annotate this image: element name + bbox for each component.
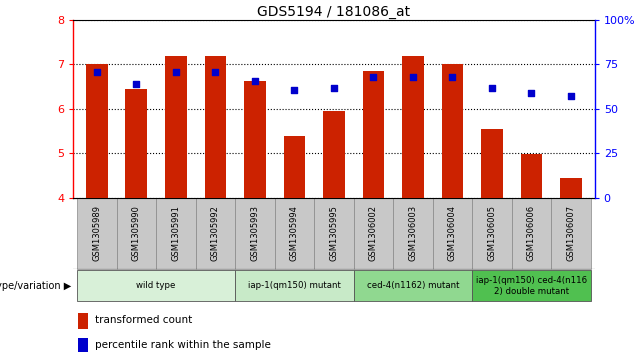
Point xyxy=(447,74,457,80)
Bar xyxy=(77,270,235,301)
Bar xyxy=(244,81,266,198)
Bar xyxy=(205,56,226,198)
Text: GSM1306006: GSM1306006 xyxy=(527,205,536,261)
Point xyxy=(211,70,221,76)
Bar xyxy=(86,65,107,198)
Bar xyxy=(441,65,463,198)
Point xyxy=(408,74,418,80)
Bar xyxy=(284,135,305,198)
Bar xyxy=(512,198,551,269)
Text: GSM1306007: GSM1306007 xyxy=(567,205,576,261)
Bar xyxy=(323,111,345,198)
Point xyxy=(250,78,260,84)
Bar xyxy=(472,198,512,269)
Text: GSM1305995: GSM1305995 xyxy=(329,205,338,261)
Point xyxy=(92,70,102,76)
Point xyxy=(171,70,181,76)
Bar xyxy=(354,270,472,301)
Point xyxy=(566,94,576,99)
Bar xyxy=(472,270,591,301)
Text: genotype/variation ▶: genotype/variation ▶ xyxy=(0,281,71,291)
Bar xyxy=(156,198,196,269)
Bar xyxy=(78,338,88,352)
Text: GSM1305992: GSM1305992 xyxy=(211,205,220,261)
Bar xyxy=(116,198,156,269)
Point xyxy=(131,81,141,86)
Text: transformed count: transformed count xyxy=(95,315,192,326)
Text: percentile rank within the sample: percentile rank within the sample xyxy=(95,340,271,350)
Text: GSM1306005: GSM1306005 xyxy=(487,205,497,261)
Text: iap-1(qm150) ced-4(n116
2) double mutant: iap-1(qm150) ced-4(n116 2) double mutant xyxy=(476,276,587,295)
Text: iap-1(qm150) mutant: iap-1(qm150) mutant xyxy=(248,281,341,290)
Bar xyxy=(551,198,591,269)
Bar xyxy=(393,198,432,269)
Bar xyxy=(521,154,543,198)
Bar xyxy=(363,71,384,198)
Text: GSM1305990: GSM1305990 xyxy=(132,205,141,261)
Bar xyxy=(78,313,88,329)
Bar xyxy=(196,198,235,269)
Point xyxy=(368,74,378,80)
Bar xyxy=(77,198,116,269)
Point xyxy=(329,85,339,90)
Text: wild type: wild type xyxy=(136,281,176,290)
Title: GDS5194 / 181086_at: GDS5194 / 181086_at xyxy=(258,5,410,19)
Point xyxy=(289,87,300,93)
Text: GSM1305991: GSM1305991 xyxy=(171,205,181,261)
Bar xyxy=(560,178,582,198)
Bar xyxy=(125,89,147,198)
Text: GSM1306002: GSM1306002 xyxy=(369,205,378,261)
Text: ced-4(n1162) mutant: ced-4(n1162) mutant xyxy=(367,281,459,290)
Bar xyxy=(402,56,424,198)
Bar xyxy=(165,56,187,198)
Text: GSM1305993: GSM1305993 xyxy=(251,205,259,261)
Bar xyxy=(235,198,275,269)
Text: GSM1305989: GSM1305989 xyxy=(92,205,101,261)
Bar xyxy=(235,270,354,301)
Bar xyxy=(481,129,503,198)
Point xyxy=(487,85,497,90)
Bar xyxy=(275,198,314,269)
Bar xyxy=(432,198,472,269)
Point xyxy=(527,90,537,96)
Bar xyxy=(314,198,354,269)
Bar xyxy=(354,198,393,269)
Text: GSM1305994: GSM1305994 xyxy=(290,205,299,261)
Text: GSM1306004: GSM1306004 xyxy=(448,205,457,261)
Text: GSM1306003: GSM1306003 xyxy=(408,205,417,261)
